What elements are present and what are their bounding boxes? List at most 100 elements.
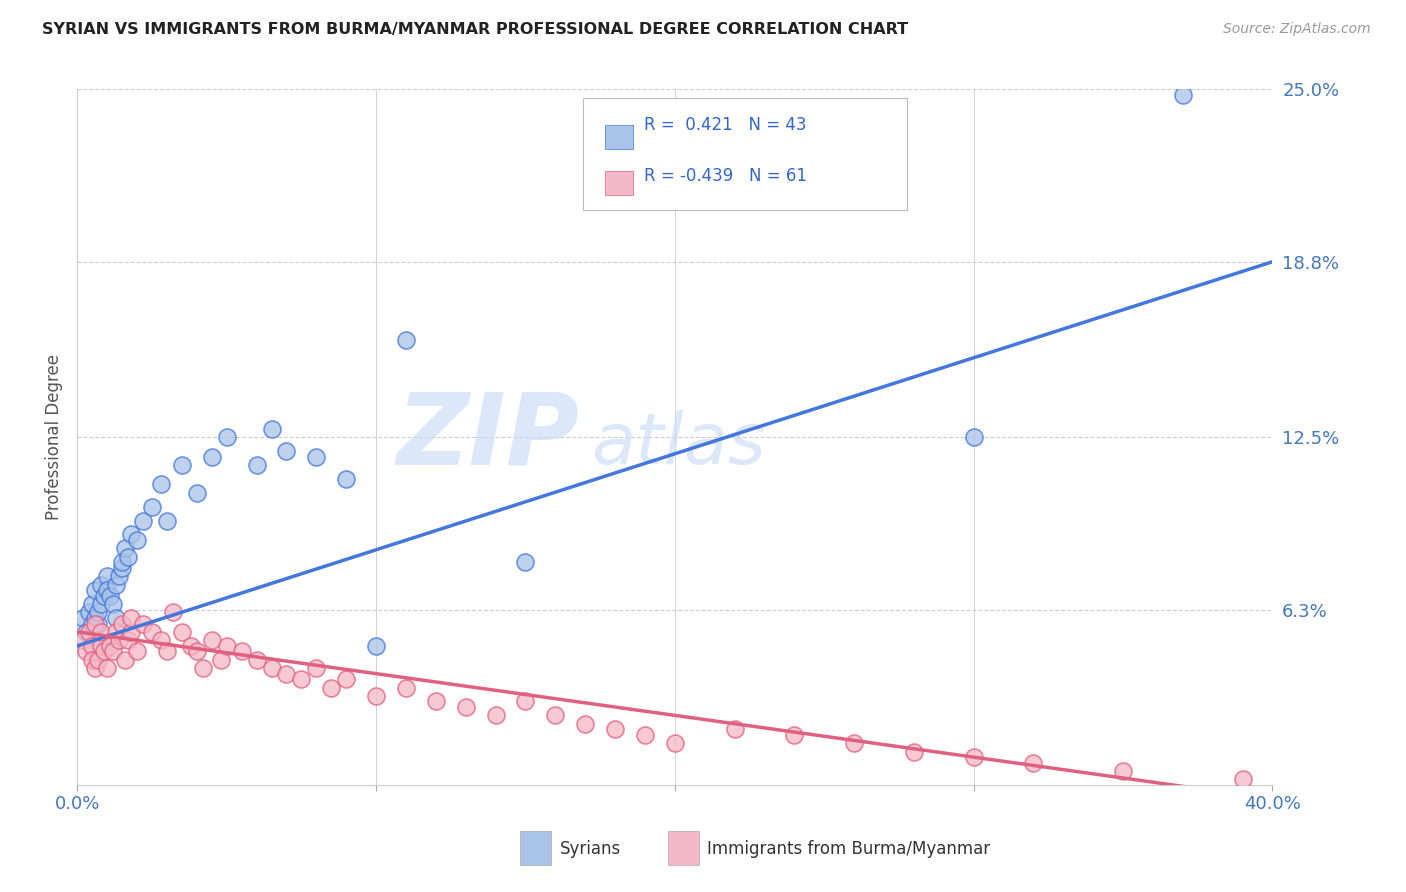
Point bbox=[515, 694, 537, 708]
Point bbox=[186, 644, 208, 658]
Point bbox=[98, 589, 121, 603]
Point bbox=[201, 633, 224, 648]
Point bbox=[111, 616, 134, 631]
Point bbox=[82, 597, 104, 611]
Point bbox=[117, 549, 139, 564]
Point bbox=[141, 624, 163, 639]
Point bbox=[276, 444, 298, 458]
Text: SYRIAN VS IMMIGRANTS FROM BURMA/MYANMAR PROFESSIONAL DEGREE CORRELATION CHART: SYRIAN VS IMMIGRANTS FROM BURMA/MYANMAR … bbox=[42, 22, 908, 37]
Point bbox=[72, 611, 94, 625]
Point bbox=[366, 639, 388, 653]
Point bbox=[1171, 87, 1194, 102]
Point bbox=[574, 716, 596, 731]
Point bbox=[231, 644, 253, 658]
Point bbox=[150, 633, 173, 648]
Point bbox=[120, 624, 142, 639]
Point bbox=[276, 666, 298, 681]
Point bbox=[87, 606, 110, 620]
Point bbox=[305, 661, 328, 675]
Point bbox=[1022, 756, 1045, 770]
Point bbox=[215, 430, 238, 444]
Point bbox=[93, 644, 115, 658]
Point bbox=[120, 527, 142, 541]
Point bbox=[605, 723, 627, 737]
Point bbox=[844, 736, 866, 750]
Point bbox=[98, 639, 121, 653]
Point bbox=[963, 750, 986, 764]
Point bbox=[84, 611, 107, 625]
Point bbox=[260, 422, 283, 436]
Point bbox=[246, 458, 269, 472]
Point bbox=[634, 728, 657, 742]
Point bbox=[87, 616, 110, 631]
Point bbox=[1112, 764, 1135, 778]
Point bbox=[132, 616, 155, 631]
Point bbox=[783, 728, 806, 742]
Text: Source: ZipAtlas.com: Source: ZipAtlas.com bbox=[1223, 22, 1371, 37]
Point bbox=[72, 633, 94, 648]
Point bbox=[117, 633, 139, 648]
Point bbox=[180, 639, 202, 653]
Point bbox=[111, 561, 134, 575]
Point bbox=[111, 555, 134, 569]
Point bbox=[260, 661, 283, 675]
Point bbox=[90, 597, 112, 611]
Point bbox=[96, 583, 118, 598]
Point bbox=[191, 661, 214, 675]
Point bbox=[156, 644, 179, 658]
Point bbox=[93, 589, 115, 603]
Point bbox=[114, 653, 136, 667]
Point bbox=[127, 533, 149, 547]
Point bbox=[395, 333, 418, 347]
Text: ZIP: ZIP bbox=[396, 389, 579, 485]
Point bbox=[485, 708, 508, 723]
Point bbox=[79, 606, 101, 620]
Text: Syrians: Syrians bbox=[560, 840, 621, 858]
Point bbox=[75, 644, 97, 658]
Text: R = -0.439   N = 61: R = -0.439 N = 61 bbox=[644, 168, 807, 186]
Point bbox=[664, 736, 686, 750]
Point bbox=[425, 694, 447, 708]
Point bbox=[108, 633, 131, 648]
Point bbox=[90, 639, 112, 653]
Text: atlas: atlas bbox=[592, 409, 766, 478]
Point bbox=[454, 700, 477, 714]
Point bbox=[103, 597, 124, 611]
Point bbox=[170, 458, 193, 472]
Point bbox=[150, 477, 173, 491]
Point bbox=[170, 624, 193, 639]
Point bbox=[321, 681, 343, 695]
Text: Immigrants from Burma/Myanmar: Immigrants from Burma/Myanmar bbox=[707, 840, 990, 858]
Point bbox=[84, 583, 107, 598]
Point bbox=[96, 569, 118, 583]
Point bbox=[79, 624, 101, 639]
Point bbox=[82, 653, 104, 667]
Point bbox=[1232, 772, 1254, 787]
Point bbox=[290, 672, 312, 686]
Point bbox=[246, 653, 269, 667]
Point bbox=[90, 624, 112, 639]
Point bbox=[75, 624, 97, 639]
Point bbox=[903, 745, 925, 759]
Point bbox=[305, 450, 328, 464]
Point bbox=[87, 653, 110, 667]
Point bbox=[215, 639, 238, 653]
Point bbox=[114, 541, 136, 556]
Point bbox=[515, 555, 537, 569]
Point bbox=[90, 577, 112, 591]
Point bbox=[335, 472, 357, 486]
Point bbox=[141, 500, 163, 514]
Point bbox=[201, 450, 224, 464]
Point bbox=[120, 611, 142, 625]
Point bbox=[84, 616, 107, 631]
Point bbox=[162, 606, 184, 620]
Point bbox=[105, 611, 128, 625]
Point bbox=[82, 616, 104, 631]
Point bbox=[84, 661, 107, 675]
Point bbox=[105, 577, 128, 591]
Text: R =  0.421   N = 43: R = 0.421 N = 43 bbox=[644, 116, 807, 134]
Point bbox=[156, 514, 179, 528]
Point bbox=[724, 723, 747, 737]
Point bbox=[186, 485, 208, 500]
Point bbox=[82, 639, 104, 653]
